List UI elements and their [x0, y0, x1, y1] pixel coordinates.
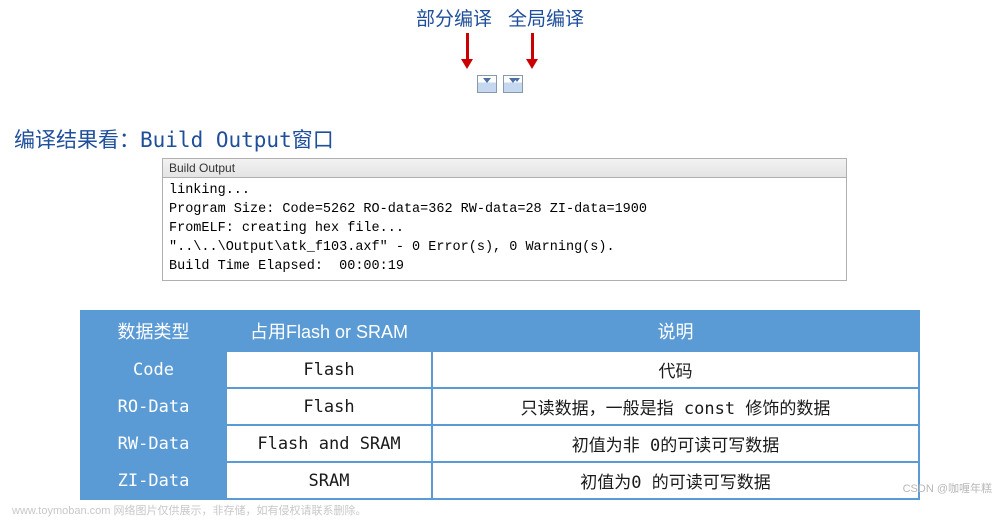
build-output-content: linking... Program Size: Code=5262 RO-da…: [163, 178, 846, 280]
build-output-line: linking...: [169, 183, 250, 198]
table-cell-storage: SRAM: [226, 462, 432, 499]
build-output-line: Build Time Elapsed: 00:00:19: [169, 259, 404, 274]
build-output-header: Build Output: [163, 159, 846, 178]
table-cell-type: ZI-Data: [81, 462, 226, 499]
section-title: 编译结果看：Build Output窗口: [14, 124, 334, 154]
table-cell-storage: Flash: [226, 351, 432, 388]
table-cell-storage: Flash: [226, 388, 432, 425]
table-cell-desc: 初值为非 0的可读可写数据: [432, 425, 919, 462]
table-cell-desc: 代码: [432, 351, 919, 388]
arrows-row: [0, 33, 1000, 61]
watermark-right: CSDN @咖喱年糕: [903, 480, 992, 496]
build-output-line: Program Size: Code=5262 RO-data=362 RW-d…: [169, 202, 647, 217]
build-output-window: Build Output linking... Program Size: Co…: [162, 158, 847, 281]
label-pair: 部分编译 全局编译: [0, 4, 1000, 31]
table-row: RW-Data Flash and SRAM 初值为非 0的可读可写数据: [81, 425, 919, 462]
table-row: RO-Data Flash 只读数据，一般是指 const 修饰的数据: [81, 388, 919, 425]
table-row: Code Flash 代码: [81, 351, 919, 388]
table-cell-storage: Flash and SRAM: [226, 425, 432, 462]
arrow-down-icon: [466, 33, 469, 61]
table-header-storage: 占用Flash or SRAM: [226, 311, 432, 351]
build-output-line: FromELF: creating hex file...: [169, 221, 404, 236]
table-row: ZI-Data SRAM 初值为0 的可读可写数据: [81, 462, 919, 499]
partial-compile-label: 部分编译: [416, 4, 492, 31]
table-cell-type: Code: [81, 351, 226, 388]
data-table: 数据类型 占用Flash or SRAM 说明 Code Flash 代码 RO…: [80, 310, 920, 500]
arrow-down-icon: [531, 33, 534, 61]
partial-compile-icon[interactable]: [477, 75, 497, 93]
icons-row: [0, 75, 1000, 93]
table-cell-desc: 初值为0 的可读可写数据: [432, 462, 919, 499]
table-cell-type: RW-Data: [81, 425, 226, 462]
top-labels: 部分编译 全局编译: [0, 4, 1000, 93]
build-output-line: "..\..\Output\atk_f103.axf" - 0 Error(s)…: [169, 240, 615, 255]
table-header-type: 数据类型: [81, 311, 226, 351]
table-cell-desc: 只读数据，一般是指 const 修饰的数据: [432, 388, 919, 425]
table-header-desc: 说明: [432, 311, 919, 351]
global-compile-label: 全局编译: [508, 4, 584, 31]
global-compile-icon[interactable]: [503, 75, 523, 93]
table-header-row: 数据类型 占用Flash or SRAM 说明: [81, 311, 919, 351]
table-cell-type: RO-Data: [81, 388, 226, 425]
watermark-bottom: www.toymoban.com 网络图片仅供展示，非存储，如有侵权请联系删除。: [12, 502, 366, 518]
